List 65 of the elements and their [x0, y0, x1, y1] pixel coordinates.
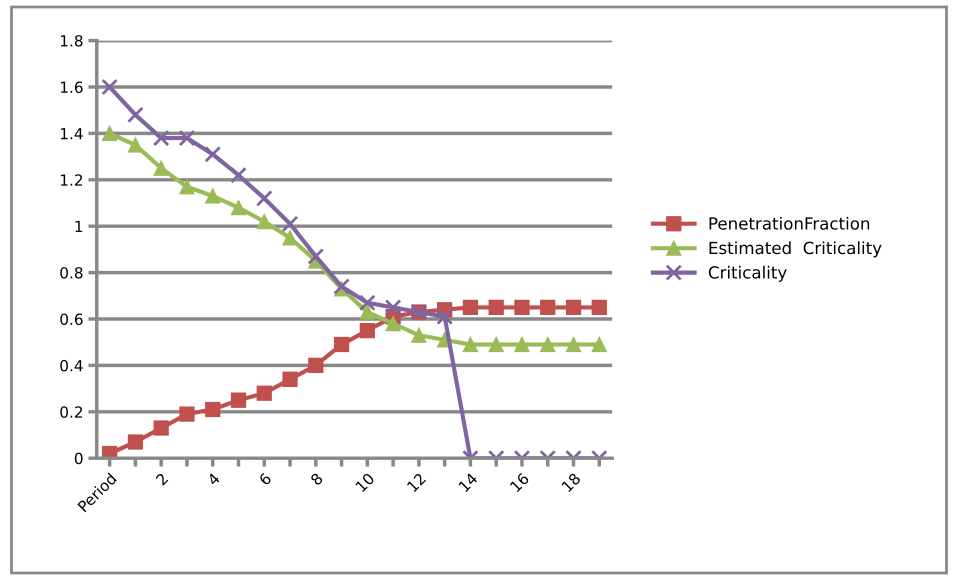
point [282, 372, 298, 387]
point [566, 300, 582, 316]
point [256, 214, 272, 230]
point [385, 316, 401, 332]
point [179, 179, 195, 194]
point [230, 392, 246, 408]
legend-label: Estimated Criticality [710, 241, 882, 258]
point [282, 216, 298, 232]
x-tick-label: 8 [310, 472, 324, 486]
point [592, 300, 607, 316]
y-tick-label: 0.8 [60, 267, 83, 279]
point [436, 308, 453, 326]
point [102, 126, 118, 142]
x-tick-label: 18 [561, 472, 582, 492]
x-tick-label: 6 [258, 472, 272, 486]
point [462, 300, 478, 316]
point [307, 248, 324, 265]
point [179, 406, 195, 422]
y-tick-label: 1.2 [60, 174, 82, 186]
y-tick-label: 0 [74, 452, 83, 464]
y-tick-label: 1.6 [60, 81, 83, 94]
point [152, 130, 170, 146]
point [230, 166, 247, 184]
y-tick-label: 0.4 [60, 360, 83, 372]
x-tick-label: 4 [206, 472, 220, 486]
y-tick-label: 1.8 [60, 35, 83, 47]
point [256, 190, 273, 207]
point [127, 106, 144, 124]
point [360, 304, 375, 320]
point [592, 336, 607, 352]
x-tick-label: 16 [510, 472, 530, 492]
y-tick-label: 0.6 [60, 313, 83, 326]
point [514, 336, 530, 352]
point [384, 299, 402, 316]
point [566, 336, 582, 352]
point [205, 188, 220, 204]
point [359, 294, 376, 312]
x-tick-label: 14 [458, 472, 478, 492]
point [154, 160, 169, 176]
point [514, 300, 530, 316]
point [101, 78, 118, 96]
legend-label: PenetrationFraction [710, 216, 870, 230]
point [154, 420, 169, 436]
point [334, 336, 350, 352]
x-tick-label: 12 [406, 472, 426, 492]
point [540, 336, 556, 352]
point [256, 386, 272, 401]
point [360, 322, 375, 338]
point [488, 300, 504, 316]
point [230, 200, 246, 216]
point [411, 328, 427, 343]
point [462, 336, 478, 352]
point [205, 402, 220, 418]
x-tick-label: 10 [354, 472, 375, 492]
point [308, 358, 324, 374]
x-tick-label: 2 [155, 472, 168, 486]
point [540, 300, 556, 316]
point [178, 130, 196, 146]
point [128, 434, 144, 450]
y-tick-label: 0.2 [60, 406, 82, 418]
point [204, 146, 222, 163]
point [488, 336, 504, 352]
y-tick-label: 1.4 [60, 128, 83, 140]
y-tick-label: 1 [76, 220, 82, 232]
legend-label: Criticality [708, 266, 787, 282]
